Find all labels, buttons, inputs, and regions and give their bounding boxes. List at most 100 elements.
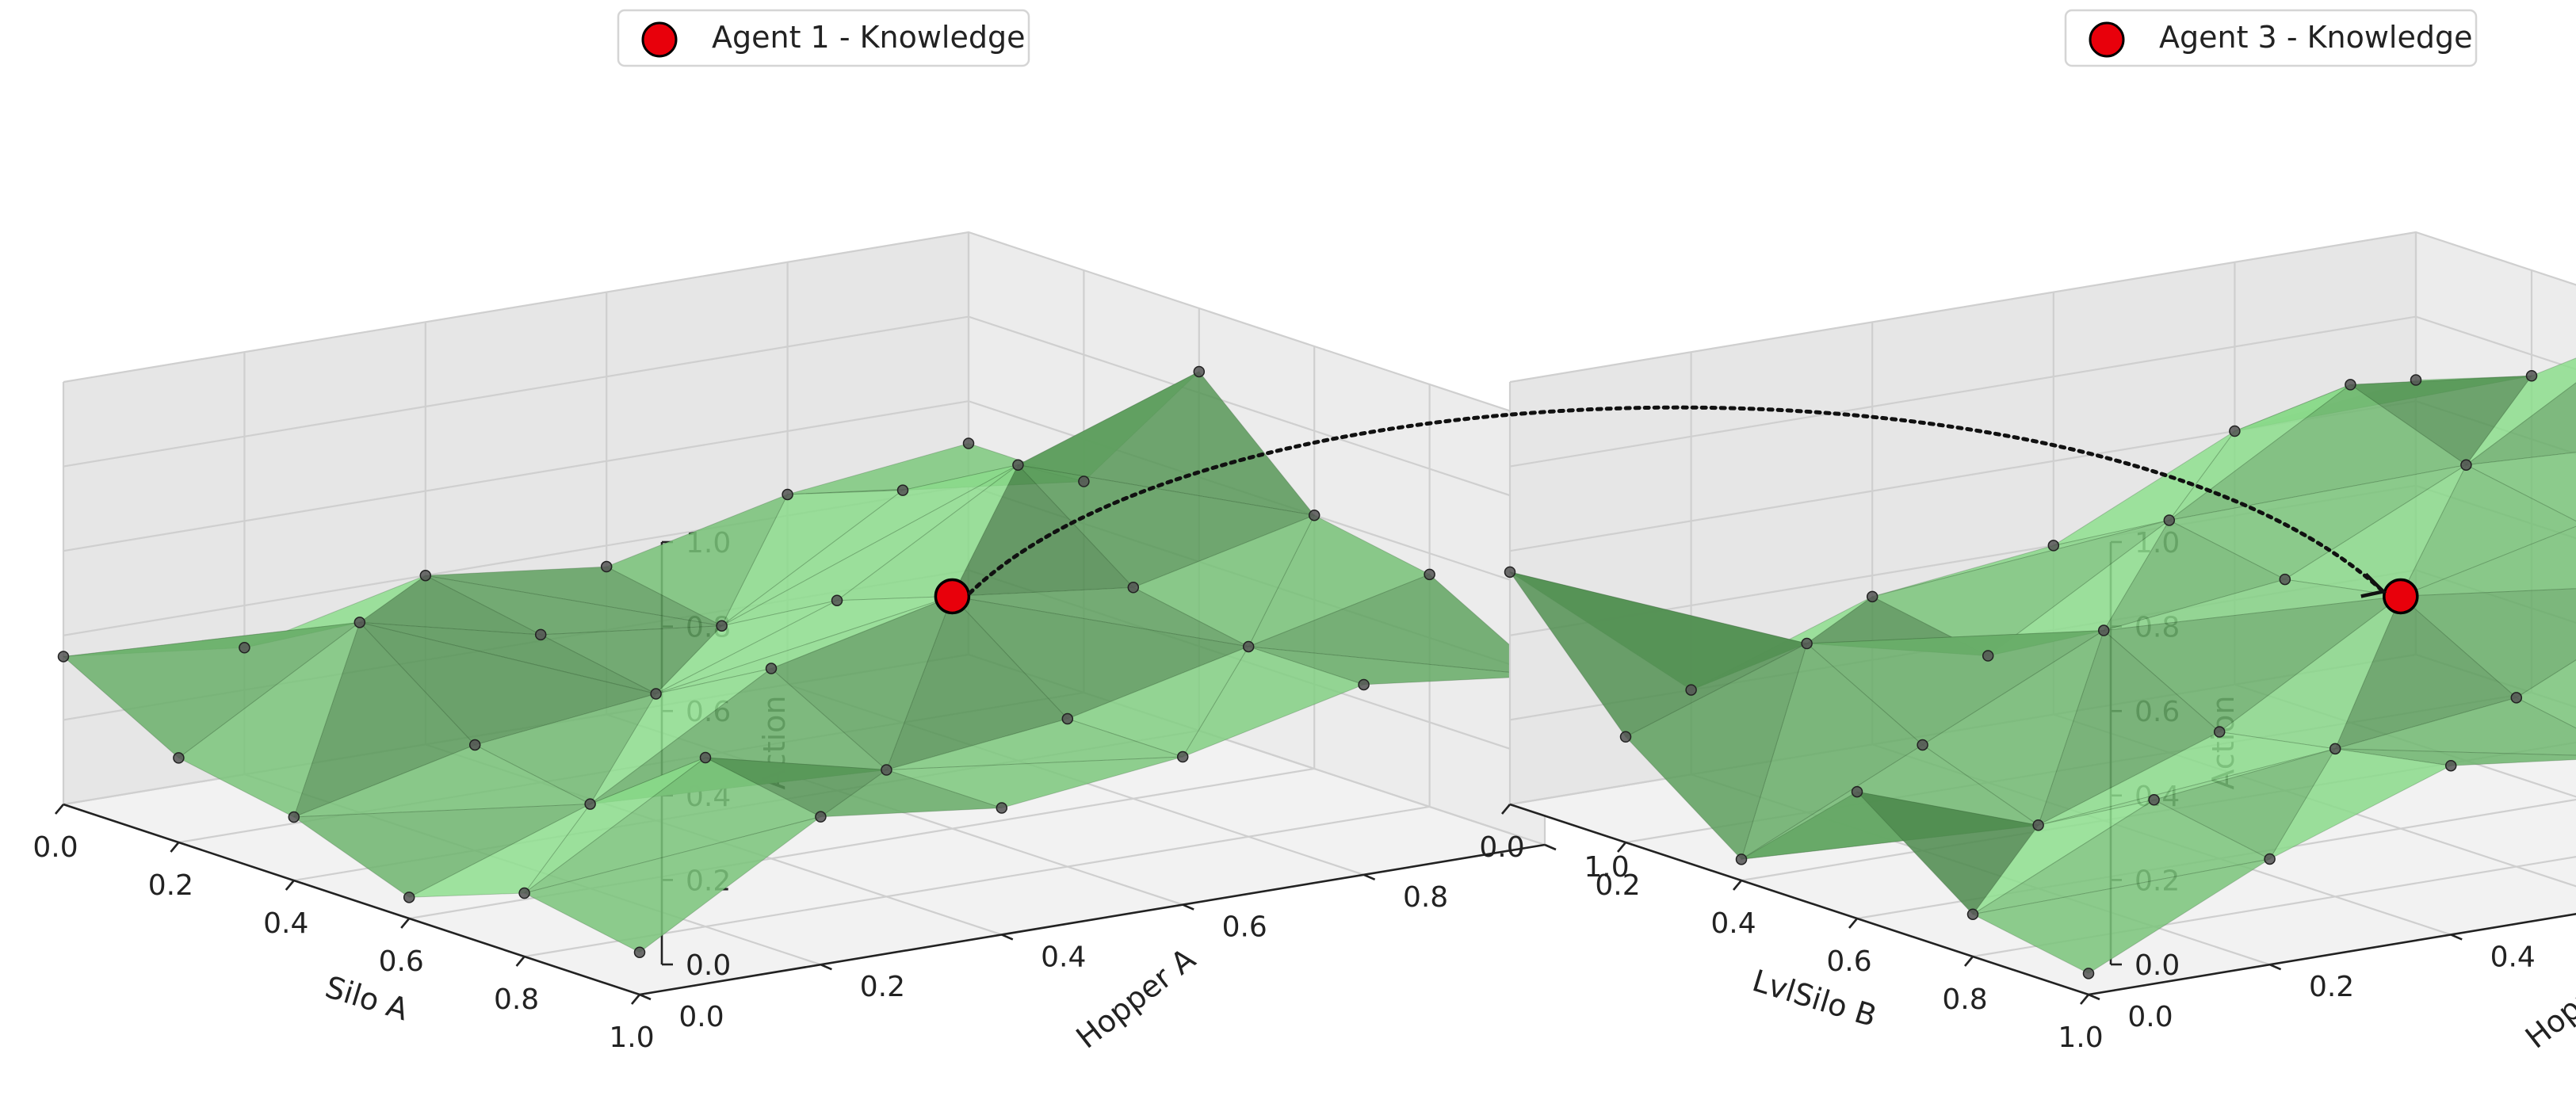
knowledge-point (2345, 379, 2356, 391)
knowledge-point (2329, 743, 2341, 755)
knowledge-point (831, 594, 843, 606)
knowledge-point (1358, 678, 1370, 691)
x-tick-label: 0.8 (494, 983, 539, 1016)
knowledge-point (1242, 640, 1255, 653)
surface-facet (2464, 382, 2576, 466)
surface-facet (292, 804, 590, 898)
surface-facet (1856, 791, 2039, 915)
y-tick (2269, 964, 2282, 971)
knowledge-point (2460, 459, 2472, 471)
x-axis-line (63, 803, 640, 996)
y-tick-label: 0.8 (1403, 881, 1448, 914)
x-tick-label: 0.6 (1826, 945, 1871, 978)
x-tick-label: 0.0 (32, 831, 78, 864)
transfer-arrow-head (2360, 572, 2387, 598)
knowledge-point (815, 811, 827, 823)
knowledge-point (1735, 854, 1748, 865)
knowledge-point (881, 764, 892, 776)
knowledge-point (2525, 370, 2538, 382)
knowledge-point (534, 628, 547, 641)
legend-box (2064, 9, 2478, 67)
knowledge-point (2213, 726, 2226, 738)
x-axis-label: Silo A (321, 969, 412, 1027)
surface-facet (2169, 384, 2467, 521)
legend-agent-1: Agent 1 - Knowledge (617, 9, 1030, 67)
current-state-point (2383, 578, 2419, 615)
knowledge-point (2229, 425, 2241, 437)
knowledge-point (1966, 908, 1979, 920)
knowledge-point (1061, 712, 1074, 725)
knowledge-point (1801, 637, 1813, 650)
transfer-arrow (967, 405, 2386, 595)
knowledge-point (1176, 750, 1189, 763)
x-tick (1617, 842, 1626, 853)
knowledge-point (1917, 739, 1928, 751)
surface-facet (293, 744, 592, 818)
legend-marker (2089, 21, 2125, 58)
surface-facet (2038, 731, 2336, 826)
surface-facet (1971, 858, 2270, 974)
knowledge-point (403, 892, 415, 903)
z-tick-label: 0.0 (2135, 949, 2180, 982)
knowledge-point (2410, 374, 2422, 386)
knowledge-point (1504, 566, 1516, 579)
y-axis-line (639, 843, 1546, 996)
grid-line (63, 231, 1546, 424)
y-axis-label: Hopper A (1070, 941, 1202, 1056)
knowledge-point (782, 488, 793, 501)
x-tick-label: 1.0 (2058, 1022, 2103, 1054)
x-tick (1964, 956, 1974, 967)
y-tick (1001, 934, 1014, 941)
knowledge-point (1851, 785, 1863, 798)
y-tick (2088, 993, 2100, 1001)
knowledge-point (765, 663, 778, 674)
x-tick (2080, 994, 2089, 1005)
grid-line (1972, 856, 2576, 958)
knowledge-point (2097, 624, 2110, 636)
knowledge-point (650, 688, 662, 700)
knowledge-point (716, 620, 728, 632)
surface-facet (408, 804, 591, 898)
surface-facet (951, 464, 1134, 597)
surface-facet (1248, 574, 1546, 677)
legend-label: Agent 1 - Knowledge (712, 20, 1026, 55)
knowledge-points (1504, 370, 2538, 980)
y-tick (639, 993, 652, 1001)
knowledge-point (173, 752, 185, 764)
y-tick-label: 0.2 (860, 971, 905, 1003)
x-tick (1501, 804, 1511, 815)
knowledge-point (2510, 692, 2523, 704)
surface-facet (523, 816, 821, 953)
x-tick-label: 0.4 (263, 907, 308, 940)
surface-facet (886, 756, 1183, 809)
surface-facet (952, 586, 1249, 647)
knowledge-point (1308, 509, 1320, 521)
legend-box (617, 9, 1030, 67)
knowledge-point (1193, 365, 1206, 378)
y-tick-label: 1.0 (1584, 851, 1629, 884)
x-tick-label: 0.4 (1710, 907, 1756, 940)
x-tick (400, 918, 411, 929)
y-tick (820, 964, 832, 971)
surface-facet (473, 693, 657, 805)
knowledge-point (2032, 819, 2044, 831)
x-tick-label: 0.6 (379, 945, 424, 978)
y-axis-line (2088, 912, 2576, 996)
x-tick (285, 880, 295, 891)
x-tick (515, 956, 526, 967)
knowledge-point (1127, 582, 1140, 594)
surface-facet (62, 621, 361, 759)
legend-label: Agent 3 - Knowledge (2159, 20, 2473, 55)
grid-line (1509, 231, 2576, 384)
x-tick-label: 0.8 (1942, 983, 1987, 1016)
knowledge-point (2264, 853, 2276, 865)
knowledge-point (468, 739, 481, 751)
knowledge-points (57, 365, 1551, 958)
x-tick-label: 0.2 (1595, 869, 1640, 902)
legend-marker (641, 21, 678, 58)
x-tick (631, 994, 640, 1005)
y-tick-label: 0.0 (2127, 1001, 2173, 1033)
knowledge-point (1012, 459, 1024, 471)
knowledge-point (1685, 684, 1697, 696)
